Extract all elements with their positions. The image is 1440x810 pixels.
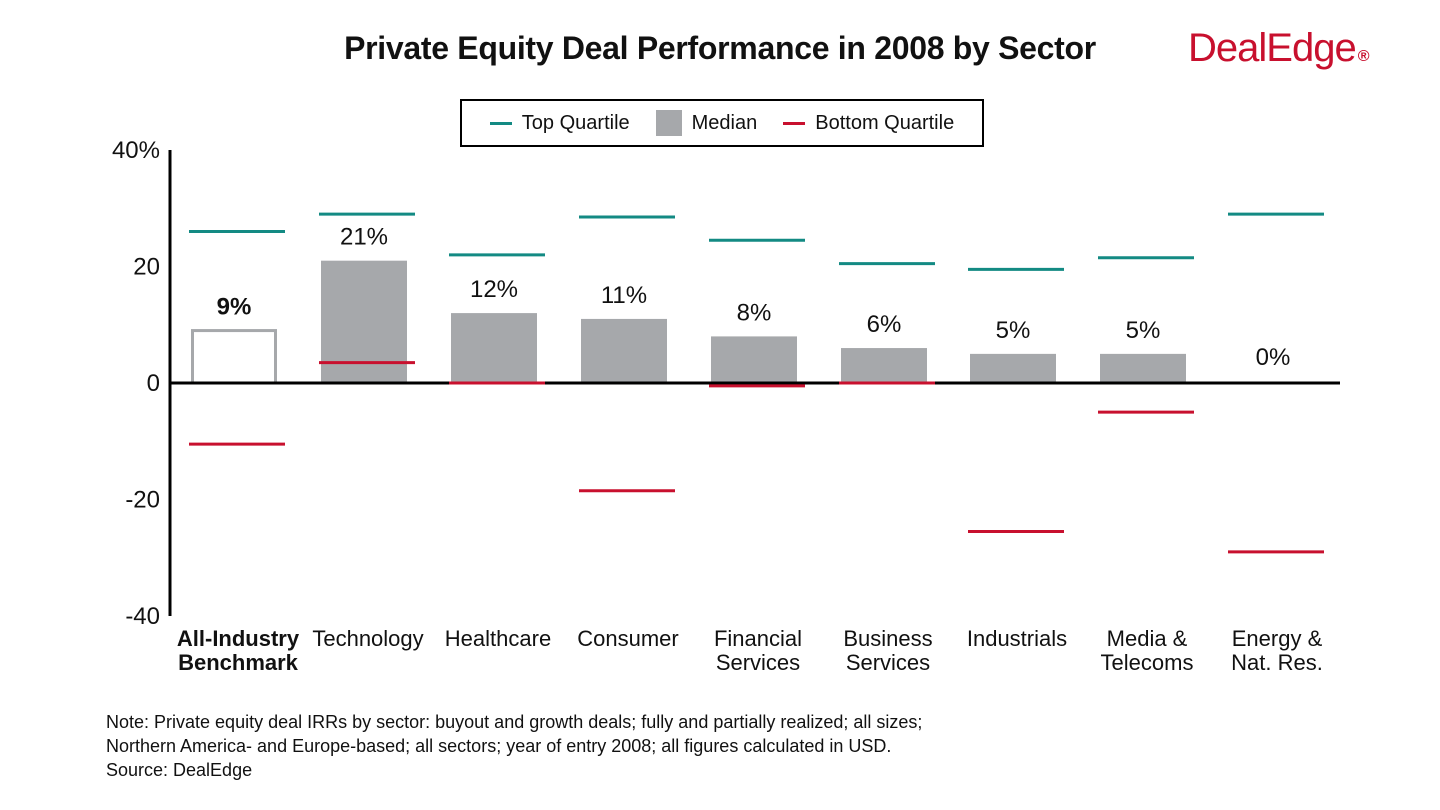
category-label-1-0: Technology xyxy=(312,626,423,651)
category-label-7-1: Telecoms xyxy=(1101,650,1194,675)
bottom-quartile-swatch xyxy=(783,121,806,125)
dealedge-logo: DealEdge ® xyxy=(1188,26,1370,71)
legend-label-top-quartile: Top Quartile xyxy=(521,111,630,134)
legend-item-top-quartile: Top Quartile xyxy=(489,111,630,135)
category-label-4-1: Services xyxy=(716,650,800,675)
legend-item-bottom-quartile: Bottom Quartile xyxy=(783,112,954,135)
y-tick-label-1: 20 xyxy=(133,254,160,281)
category-label-4-0: Financial xyxy=(714,626,802,651)
median-bar-6 xyxy=(970,353,1056,383)
legend-label-bottom-quartile: Bottom Quartile xyxy=(815,111,955,134)
category-label-6-0: Industrials xyxy=(967,626,1067,651)
category-label-5-0: Business xyxy=(843,626,932,651)
chart-title: Private Equity Deal Performance in 2008 … xyxy=(344,30,1096,66)
data-label-3: 11% xyxy=(601,282,647,309)
note-line-2: Northern America- and Europe-based; all … xyxy=(106,736,892,756)
chart-note: Note: Private equity deal IRRs by sector… xyxy=(106,710,922,782)
category-label-8-1: Nat. Res. xyxy=(1231,650,1323,675)
data-label-5: 6% xyxy=(867,311,902,338)
y-tick-label-4: -40 xyxy=(125,603,160,630)
median-bar-5 xyxy=(841,348,927,383)
logo-text: DealEdge xyxy=(1188,26,1357,70)
median-bar-3 xyxy=(581,318,667,383)
data-label-2: 12% xyxy=(470,276,518,303)
median-bar-7 xyxy=(1100,353,1186,383)
top-quartile-swatch xyxy=(489,121,512,125)
category-label-2-0: Healthcare xyxy=(445,626,551,651)
data-label-4: 8% xyxy=(737,299,772,326)
data-label-0: 9% xyxy=(217,294,252,321)
data-label-6: 5% xyxy=(996,317,1031,344)
median-swatch xyxy=(655,110,682,136)
legend-item-median: Median xyxy=(655,110,758,136)
category-label-0-1: Benchmark xyxy=(178,650,299,675)
median-bar-4 xyxy=(711,336,797,383)
category-label-3-0: Consumer xyxy=(577,626,678,651)
data-label-8: 0% xyxy=(1256,344,1291,371)
data-label-1: 21% xyxy=(340,224,388,251)
registered-mark: ® xyxy=(1357,48,1370,65)
category-label-7-0: Media & xyxy=(1107,626,1188,651)
category-label-5-1: Services xyxy=(846,650,930,675)
category-label-0-0: All-Industry xyxy=(177,626,300,651)
chart-legend: Top Quartile Median Bottom Quartile xyxy=(460,99,984,147)
median-bar-2 xyxy=(451,313,537,383)
median-bar-1 xyxy=(321,260,407,383)
note-line-1: Note: Private equity deal IRRs by sector… xyxy=(106,712,923,732)
y-tick-label-3: -20 xyxy=(125,487,160,514)
y-tick-label-2: 0 xyxy=(147,370,160,397)
data-label-7: 5% xyxy=(1126,317,1161,344)
median-bar-benchmark xyxy=(191,329,277,385)
note-line-source: Source: DealEdge xyxy=(106,760,253,780)
bar-chart: 40% 20 0 -20 -40 9% 21% 12% 11% 8% 6% 5% 5% 0% All-Ind… xyxy=(112,137,1340,675)
y-tick-label-0: 40% xyxy=(112,137,160,164)
legend-label-median: Median xyxy=(691,111,758,134)
category-label-8-0: Energy & xyxy=(1232,626,1323,651)
